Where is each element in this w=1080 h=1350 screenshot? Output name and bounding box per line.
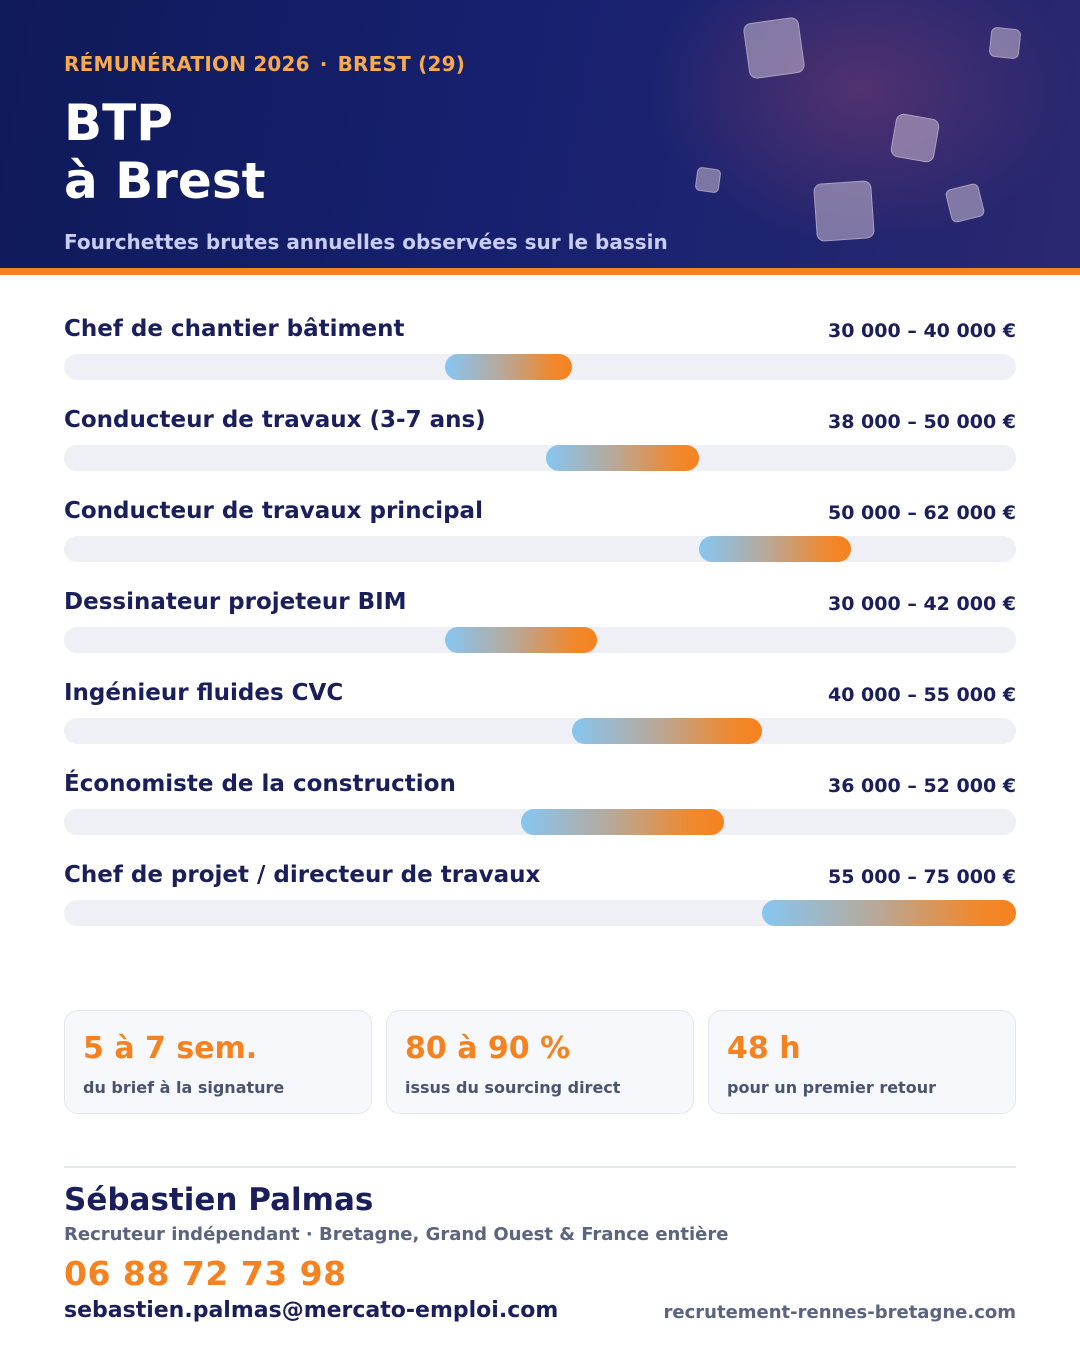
salary-track xyxy=(64,445,1016,471)
stat-value: 5 à 7 sem. xyxy=(83,1031,258,1066)
salary-track xyxy=(64,354,1016,380)
decorative-square xyxy=(889,112,941,164)
salary-track xyxy=(64,809,1016,835)
salary-range: 40 000 – 55 000 € xyxy=(828,684,1016,706)
contact-name: Sébastien Palmas xyxy=(64,1182,374,1218)
contact-role: Recruteur indépendant · Bretagne, Grand … xyxy=(64,1224,729,1245)
stats-row: 5 à 7 sem. du brief à la signature 80 à … xyxy=(64,1010,1016,1114)
eyebrow-location: BREST (29) xyxy=(337,52,466,76)
stat-value: 80 à 90 % xyxy=(405,1031,571,1066)
stat-card: 5 à 7 sem. du brief à la signature xyxy=(64,1010,372,1114)
stat-caption: du brief à la signature xyxy=(83,1078,285,1097)
website-link[interactable]: recrutement-rennes-bretagne.com xyxy=(663,1302,1016,1323)
job-title: Dessinateur projeteur BIM xyxy=(64,589,407,615)
title-line-2: à Brest xyxy=(64,152,266,210)
salary-track xyxy=(64,718,1016,744)
contact-phone-link[interactable]: 06 88 72 73 98 xyxy=(64,1254,347,1293)
salary-range-bar xyxy=(571,718,763,744)
job-title: Chef de projet / directeur de travaux xyxy=(64,862,541,888)
salary-row: Conducteur de travaux principal 50 000 – … xyxy=(64,498,1016,589)
salary-range-bar xyxy=(444,627,598,653)
salary-row: Dessinateur projeteur BIM 30 000 – 42 000… xyxy=(64,589,1016,680)
stat-card: 48 h pour un premier retour xyxy=(708,1010,1016,1114)
salary-range: 30 000 – 42 000 € xyxy=(828,593,1016,615)
salary-list: Chef de chantier bâtiment 30 000 – 40 000… xyxy=(64,316,1016,953)
title-line-1: BTP xyxy=(64,94,173,152)
header-accent-stripe xyxy=(0,268,1080,275)
salary-range-bar xyxy=(762,900,1016,926)
decorative-square xyxy=(742,16,806,80)
header-banner: RÉMUNÉRATION 2026 · BREST (29) BTP à Brest… xyxy=(0,0,1080,268)
decorative-square xyxy=(694,166,722,194)
salary-range-bar xyxy=(520,809,725,835)
job-title: Ingénieur fluides CVC xyxy=(64,680,344,706)
salary-range: 55 000 – 75 000 € xyxy=(828,866,1016,888)
page-title: BTP à Brest xyxy=(64,94,266,210)
salary-range: 50 000 – 62 000 € xyxy=(828,502,1016,524)
salary-track xyxy=(64,900,1016,926)
job-title: Économiste de la construction xyxy=(64,771,456,797)
salary-track xyxy=(64,536,1016,562)
salary-row: Chef de projet / directeur de travaux 55 … xyxy=(64,862,1016,953)
job-title: Chef de chantier bâtiment xyxy=(64,316,405,342)
stat-value: 48 h xyxy=(727,1031,801,1066)
salary-range: 30 000 – 40 000 € xyxy=(828,320,1016,342)
salary-range: 38 000 – 50 000 € xyxy=(828,411,1016,433)
stat-caption: pour un premier retour xyxy=(727,1078,936,1097)
salary-range-bar xyxy=(444,354,572,380)
job-title: Conducteur de travaux principal xyxy=(64,498,483,524)
footer-divider xyxy=(64,1166,1016,1168)
decorative-square xyxy=(988,26,1022,60)
job-title: Conducteur de travaux (3-7 ans) xyxy=(64,407,486,433)
decorative-square xyxy=(944,182,986,224)
salary-range-bar xyxy=(546,445,699,471)
eyebrow-topic: RÉMUNÉRATION 2026 xyxy=(64,52,310,76)
eyebrow-separator: · xyxy=(319,52,328,76)
salary-track xyxy=(64,627,1016,653)
decorative-square xyxy=(813,180,875,242)
page-subtitle: Fourchettes brutes annuelles observées s… xyxy=(64,230,668,254)
stat-caption: issus du sourcing direct xyxy=(405,1078,621,1097)
contact-email-link[interactable]: sebastien.palmas@mercato-emploi.com xyxy=(64,1298,559,1323)
salary-row: Chef de chantier bâtiment 30 000 – 40 000… xyxy=(64,316,1016,407)
eyebrow: RÉMUNÉRATION 2026 · BREST (29) xyxy=(64,52,465,76)
salary-row: Ingénieur fluides CVC 40 000 – 55 000 € xyxy=(64,680,1016,771)
salary-row: Conducteur de travaux (3-7 ans) 38 000 – … xyxy=(64,407,1016,498)
salary-range-bar xyxy=(698,536,851,562)
salary-row: Économiste de la construction 36 000 – 52… xyxy=(64,771,1016,862)
stat-card: 80 à 90 % issus du sourcing direct xyxy=(386,1010,694,1114)
salary-range: 36 000 – 52 000 € xyxy=(828,775,1016,797)
